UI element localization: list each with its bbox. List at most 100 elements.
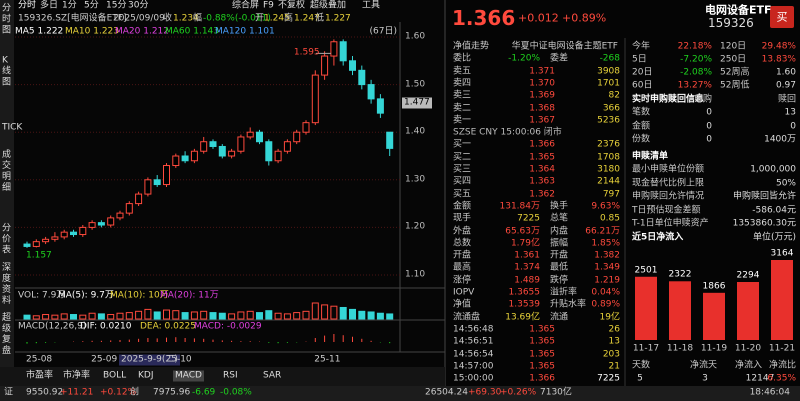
label: 现金替代比例上限 [632,178,705,188]
level-volume: 1708 [597,152,620,163]
volume-bar [88,312,96,320]
level-price: 1.362 [529,189,555,200]
label: 金额 [453,201,472,212]
candle-body [265,141,273,162]
date-label: 2025-9-9(二) [119,354,180,366]
trade-price: 1.365 [529,349,555,359]
candle-body [237,136,245,152]
level-label: 买三 [453,164,472,175]
side-tab[interactable]: K线图 [2,55,12,88]
label: 1.3655 [508,287,541,298]
candle-body [190,150,198,162]
volume-bar [246,310,254,320]
period-tab[interactable]: 15分 [106,0,127,11]
level-volume: 3180 [597,164,620,175]
level-price: 1.365 [529,152,555,163]
period-tab[interactable]: 5分 [84,0,99,11]
security-name: 电网设备ETF [705,3,772,17]
candle-body [88,222,96,228]
label: 50% [775,178,796,188]
candle-body [144,179,152,195]
side-tab[interactable]: 分时图 [2,3,12,36]
period-tab[interactable]: 30分 [128,0,149,11]
side-tab[interactable]: 成交明细 [2,150,12,193]
quote-field: 1.234 [173,13,199,24]
candle-body [60,231,68,238]
level-price: 1.369 [529,90,555,101]
candle-body [125,203,133,214]
label: 赎回 [777,94,796,105]
macd-legend: MACD: -0.0029 [194,321,262,332]
y-tick-label: 1.20 [405,221,426,232]
macd-legend: MACD(12,26,9) [18,321,87,332]
menu-item[interactable]: F9 [263,0,274,11]
level-volume: 1701 [597,78,620,89]
candle-body [339,41,347,62]
label: 净流入 [735,360,763,371]
candle-body [311,74,319,124]
volume-bar [172,310,180,320]
status-item: -0.08% [220,387,252,398]
volume-bar [349,308,356,320]
side-tab[interactable]: 超级复盘 [2,313,12,356]
volume-bar [79,314,87,320]
label: 净值 [453,299,472,310]
label: 跌停 [550,275,569,286]
candle-body [51,236,59,240]
candle-body [135,193,143,205]
label: 120日 [720,41,747,52]
period-tab[interactable]: 分时 [18,0,37,11]
indicator-tab[interactable]: BOLL [103,370,127,381]
ma-legend: MA60 1.143 [165,26,219,37]
flow-value: 2501 [634,265,658,276]
period-tab[interactable]: 多日 [40,0,59,11]
indicator-tab[interactable]: MACD [173,370,204,382]
price-pct: +0.89% [562,11,607,25]
y-tick-label: 1.10 [405,269,426,280]
volume-bar [70,314,77,320]
volume-bar [218,312,226,320]
indicator-tab[interactable]: KDJ [138,370,154,381]
candle-body [209,141,217,147]
indicator-tab[interactable]: 市盈率 [26,370,54,381]
section-title: 申赎清单 [632,151,669,162]
menu-item[interactable]: 工具 [362,0,381,11]
label: 份数 [632,134,651,145]
label: 1.85% [591,238,620,249]
volume-bar [293,312,301,320]
buy-button[interactable]: 买 [776,10,788,24]
nav-link[interactable]: 净值走势 [453,41,490,52]
label: 1.489 [514,275,540,286]
side-tab[interactable]: TICK [2,123,22,134]
quote-field: 幅 [193,13,203,24]
status-item: 证 [4,387,14,398]
flow-bar [669,281,691,340]
indicator-tab[interactable]: RSI [223,370,238,381]
trade-volume: 203 [602,349,620,359]
period-tab[interactable]: 1分 [62,0,77,11]
security-code: 159326 [708,16,754,30]
menu-item[interactable]: 超级叠加 [310,0,347,11]
label: 66.21万 [585,226,620,236]
trade-time: 14:56:51 [453,336,494,347]
volume-bar [311,302,319,320]
flow-date: 11-18 [666,343,694,354]
candle-body [321,55,329,76]
label: 现手 [453,213,472,224]
level-price: 1.367 [529,115,555,126]
status-item: 创 [130,387,140,398]
label: 申购赎回允许情况 [632,191,705,202]
volume-bar [209,312,217,320]
indicator-tab[interactable]: SAR [263,370,282,381]
trade-volume: 7225 [597,373,620,384]
label: 申购 [693,94,712,105]
status-item: +0.26% [500,387,537,398]
side-tab[interactable]: 分价表 [2,223,12,256]
side-tab[interactable]: 深度资料 [2,263,12,306]
menu-item[interactable]: 综合屏 [232,0,260,11]
candle-body [218,145,226,157]
candle-body [293,131,301,143]
status-item: 7130亿 [540,387,572,398]
indicator-tab[interactable]: 市净率 [63,370,91,381]
menu-item[interactable]: 不复权 [278,0,306,11]
